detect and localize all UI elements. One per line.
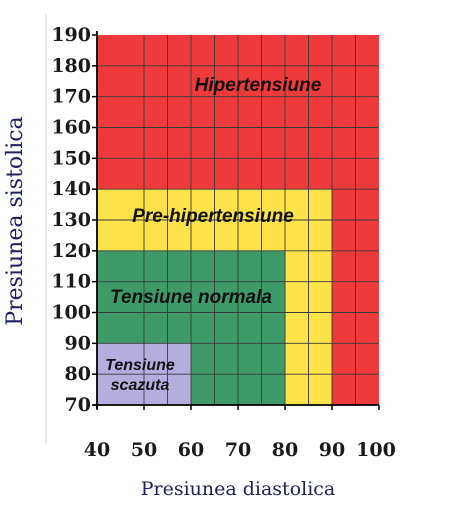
y-tick-label: 190: [51, 24, 91, 46]
tick-labels: 40 50 60 70 80 90 100 70 80 90 100 110 120 130 140 150 1…: [51, 24, 396, 461]
x-tick-label: 70: [225, 439, 251, 461]
x-axis-title: Presiunea diastolica: [141, 478, 336, 500]
x-tick-label: 90: [319, 439, 345, 461]
zone-label-3: Tensiune normala: [110, 287, 272, 308]
zone-label-2: Pre-hipertensiune: [132, 206, 294, 227]
zone-label-4: Tensiune scazuta: [105, 357, 175, 394]
y-tick-label: 120: [51, 240, 91, 262]
y-tick-label: 170: [51, 86, 91, 108]
y-axis-title: Presiunea sistolica: [3, 116, 28, 325]
y-tick-label: 110: [51, 271, 91, 293]
y-tick-label: 130: [51, 209, 91, 231]
x-tick-label: 80: [272, 439, 298, 461]
x-tick-label: 50: [131, 439, 157, 461]
x-tick-label: 40: [84, 439, 110, 461]
x-tick-label: 100: [356, 439, 396, 461]
y-tick-label: 80: [65, 363, 91, 385]
y-tick-label: 70: [65, 394, 91, 416]
y-tick-label: 150: [51, 147, 91, 169]
zone-labels: Hipertensiune Pre-hipertensiune Tensiune n…: [105, 75, 322, 394]
y-tick-label: 180: [51, 55, 91, 77]
y-tick-label: 90: [65, 332, 91, 354]
y-tick-label: 100: [51, 302, 91, 324]
zone-label-1: Hipertensiune: [195, 75, 322, 96]
y-tick-label: 140: [51, 178, 91, 200]
grid: [97, 35, 379, 405]
x-tick-label: 60: [178, 439, 204, 461]
y-tick-label: 160: [51, 117, 91, 139]
